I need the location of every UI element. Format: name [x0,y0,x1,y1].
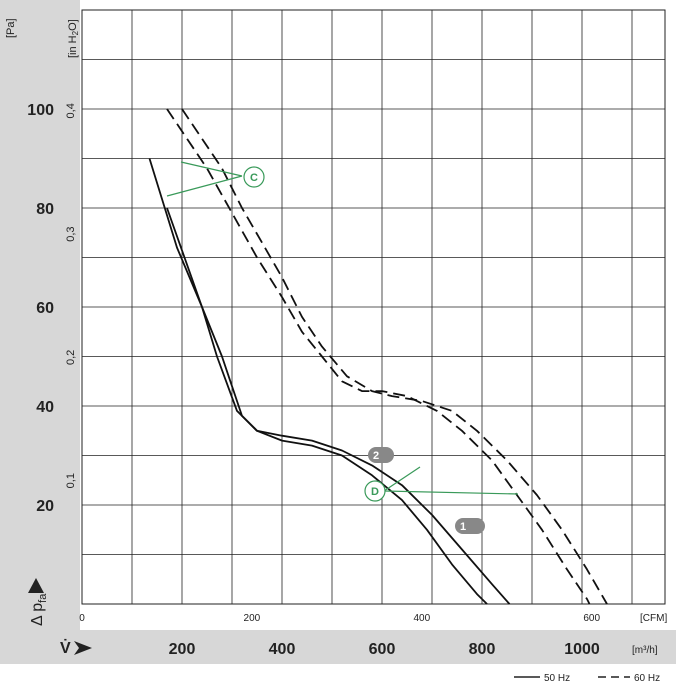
inch-unit-label: [in H2O] [67,19,80,58]
curve-1 [148,158,511,605]
callout-d-line-upper [383,466,421,492]
callout-d-text: D [371,486,379,498]
callout-d: D [364,466,519,502]
marker-2: 2 [368,447,394,463]
pa-tick-label: 60 [36,300,54,317]
legend-solid-label: 50 Hz [544,673,570,684]
callout-d-badge [364,480,386,502]
pa-tick-label: 80 [36,201,54,218]
callout-c-line-upper [180,161,243,177]
grid [82,10,665,604]
m3h-tick-label: 1000 [564,641,600,658]
cfm-tick-labels: 0 200 400 600 [79,613,600,624]
callout-c: C [166,161,265,197]
pa-tick-labels: 20 40 60 80 100 [27,102,54,515]
flow-axis-arrow-icon [74,641,92,655]
pressure-axis-arrow-icon [28,578,44,593]
inch-tick-labels: 0,1 0,2 0,3 0,4 [65,103,77,488]
cfm-unit-label: [CFM] [640,613,667,624]
cfm-tick-label: 200 [244,613,261,624]
curve-2 [166,207,488,605]
m3h-unit-label: [m³/h] [632,645,658,656]
pa-tick-label: 20 [36,498,54,515]
plot-frame [81,9,666,605]
cfm-tick-label: 0 [79,613,85,624]
callout-c-badge [243,166,265,188]
m3h-tick-labels: 200 400 600 800 1000 [169,641,600,658]
inch-tick-label: 0,3 [65,226,77,241]
marker-1-text: 1 [460,521,466,533]
legend-dashed-label: 60 Hz [634,673,660,684]
left-axis-panel [0,0,80,630]
callout-c-line-lower [166,175,243,197]
m3h-tick-label: 600 [369,641,396,658]
callout-c-text: C [250,172,258,184]
pa-tick-label: 100 [27,102,54,119]
curve-3 [181,108,608,605]
pa-tick-label: 40 [36,399,54,416]
inch-tick-label: 0,1 [65,473,77,488]
legend: 50 Hz 60 Hz [514,673,660,684]
pa-unit-label: [Pa] [5,18,17,38]
curves [148,108,608,605]
flow-axis-label: V̇ [60,639,71,657]
m3h-tick-label: 200 [169,641,196,658]
inch-tick-label: 0,4 [65,103,77,118]
callout-d-line-lower [383,490,519,495]
marker-2-badge [368,447,394,463]
marker-1: 1 [455,518,485,534]
m3h-tick-label: 800 [469,641,496,658]
bottom-axis-panel [0,630,676,664]
cfm-tick-label: 400 [413,613,430,624]
cfm-tick-label: 600 [583,613,600,624]
curve-4 [166,108,591,605]
marker-2-text: 2 [373,450,379,462]
m3h-tick-label: 400 [269,641,296,658]
marker-1-badge [455,518,485,534]
inch-tick-label: 0,2 [65,350,77,365]
pressure-axis-label: Δ pfa [29,593,49,626]
